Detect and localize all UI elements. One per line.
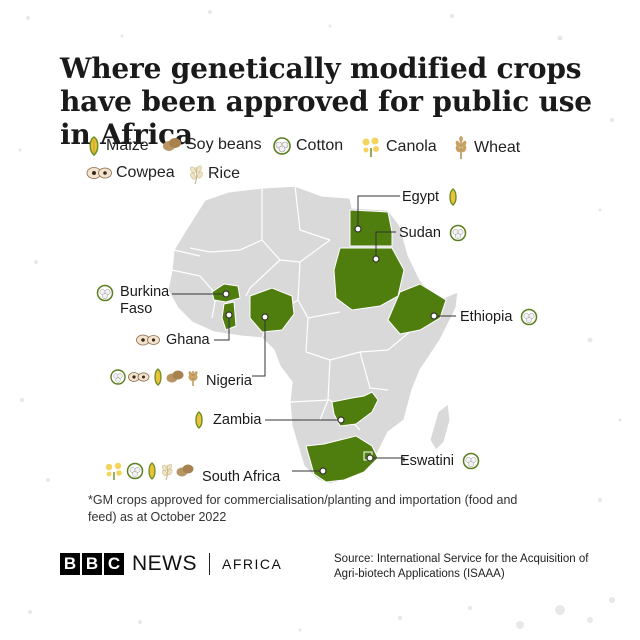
marker-south-africa — [319, 467, 327, 475]
legend-label: Cowpea — [116, 164, 175, 181]
cowpea-icon — [86, 167, 112, 179]
canola-icon — [362, 137, 379, 157]
madagascar — [429, 403, 451, 451]
legend-item-rice: Rice — [188, 163, 240, 185]
label-nigeria: Nigeria — [110, 367, 252, 390]
legend-label: Soy beans — [186, 136, 262, 153]
leader-lines — [172, 195, 456, 472]
marker-eswatini — [366, 454, 374, 462]
country-name: Ethiopia — [460, 308, 513, 325]
maize-icon — [154, 368, 162, 386]
label-sudan: Sudan — [399, 224, 467, 242]
label-egypt: Egypt — [402, 188, 460, 206]
cowpea-icon — [136, 334, 160, 346]
bbc-news-africa-logo: B B C NEWS AFRICA — [60, 552, 282, 576]
nigeria-crop-icons — [110, 367, 200, 387]
country-sudan — [333, 247, 405, 311]
logo-region: AFRICA — [222, 556, 283, 572]
logo-divider — [209, 553, 210, 575]
country-name: South Africa — [202, 469, 281, 485]
country-ethiopia — [387, 283, 447, 335]
maize-icon — [195, 411, 203, 429]
country-name: Sudan — [399, 224, 441, 241]
canola-icon — [105, 462, 122, 480]
marker-egypt — [354, 225, 362, 233]
label-ghana: Ghana — [136, 332, 210, 349]
logo-news: NEWS — [132, 552, 197, 575]
logo-letter: B — [60, 553, 80, 575]
rice-icon — [162, 463, 173, 481]
marker-burkina-faso — [222, 290, 230, 298]
legend-label: Wheat — [474, 139, 521, 156]
legend-label: Canola — [386, 138, 437, 155]
country-name: Eswatini — [400, 452, 454, 469]
legend-item-cotton: Cotton — [272, 136, 343, 156]
wheat-icon — [188, 371, 198, 386]
source-note: Source: International Service for the Ac… — [334, 553, 589, 580]
cowpea-icon — [128, 372, 150, 382]
legend-item-canola: Canola — [360, 136, 437, 158]
marker-ghana — [225, 311, 233, 319]
logo-letter: C — [104, 553, 124, 575]
legend-item-maize: Maize — [86, 136, 149, 156]
label-ethiopia: Ethiopia — [460, 308, 538, 326]
cotton-icon — [126, 462, 144, 480]
maize-icon — [449, 188, 457, 206]
south-africa-crop-icons — [104, 461, 194, 481]
country-name: Zambia — [213, 411, 262, 428]
soybean-icon — [176, 464, 194, 477]
footnote: *GM crops approved for commercialisation… — [88, 493, 518, 524]
label-eswatini: Eswatini — [400, 452, 480, 470]
legend-item-wheat: Wheat — [452, 136, 520, 160]
cotton-icon — [96, 284, 114, 302]
legend-item-cowpea: Cowpea — [86, 164, 175, 182]
country-egypt — [349, 209, 393, 247]
page-title: Where genetically modified crops have be… — [60, 52, 592, 151]
country-name: Nigeria — [206, 373, 252, 389]
logo-letter: B — [82, 553, 102, 575]
marker-nigeria — [261, 313, 269, 321]
legend-label: Maize — [106, 137, 149, 154]
soybean-icon — [166, 370, 184, 383]
legend-label: Rice — [208, 165, 241, 182]
maize-icon — [148, 462, 156, 480]
maize-icon — [89, 136, 99, 156]
country-name: Egypt — [402, 188, 440, 205]
cotton-icon — [110, 369, 126, 385]
wheat-icon — [455, 136, 467, 159]
marker-zambia — [337, 416, 345, 424]
cotton-icon — [521, 308, 538, 326]
label-south-africa: South Africa — [104, 461, 280, 486]
marker-ethiopia — [430, 312, 438, 320]
soybean-icon — [163, 138, 181, 151]
label-zambia: Zambia — [192, 411, 261, 429]
cotton-icon — [449, 224, 467, 242]
label-burkina-faso: Burkina Faso — [96, 284, 180, 318]
country-nigeria — [249, 287, 295, 333]
marker-sudan — [372, 255, 380, 263]
country-name: Burkina Faso — [120, 284, 170, 317]
rice-icon — [190, 165, 203, 185]
legend-label: Cotton — [296, 137, 344, 154]
cotton-icon — [462, 452, 480, 470]
cotton-icon — [273, 137, 291, 155]
country-name: Ghana — [166, 332, 210, 348]
legend-item-soybeans: Soy beans — [162, 136, 262, 154]
